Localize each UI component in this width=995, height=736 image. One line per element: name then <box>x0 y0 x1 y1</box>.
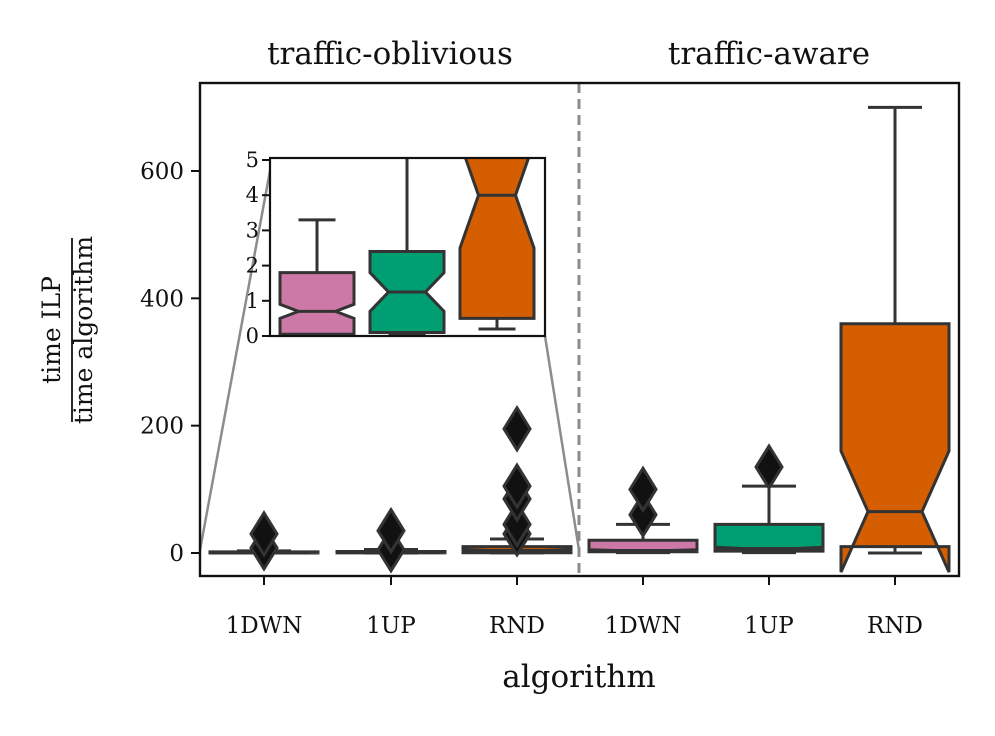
x-tick-label: 1DWN <box>226 613 303 639</box>
inset-box-rnd <box>458 158 536 331</box>
inset-y-tick-label: 2 <box>246 254 259 278</box>
y-axis-label-numerator: time ILP <box>37 276 66 384</box>
outlier-point <box>628 490 658 539</box>
box-body <box>713 522 825 553</box>
box-body <box>839 322 951 573</box>
x-tick-label: 1UP <box>366 613 416 639</box>
panel-title-traffic-aware: traffic-aware <box>668 36 870 72</box>
panel-title-traffic-oblivious: traffic-oblivious <box>267 36 513 72</box>
box-aware-1dwn <box>587 465 699 555</box>
outlier-point <box>628 465 658 514</box>
outlier-point <box>502 405 532 453</box>
y-tick-label: 0 <box>169 541 184 567</box>
x-tick-label: RND <box>867 613 923 639</box>
plot-area <box>208 105 951 574</box>
box-oblivious-1up <box>335 506 447 574</box>
x-axis-ticks: 1DWN 1UP RND 1DWN 1UP RND <box>226 576 923 639</box>
inset-y-tick-label: 1 <box>246 289 259 313</box>
inset-zoom-lines <box>198 159 581 551</box>
inset-zoom-line-left <box>198 159 274 551</box>
y-axis-ticks: 0 200 400 600 <box>140 159 200 567</box>
y-tick-label: 600 <box>140 159 184 185</box>
inset-y-tick-label: 0 <box>246 324 259 348</box>
inset-plot-area <box>278 158 536 336</box>
y-tick-label: 200 <box>140 414 184 440</box>
inset-frame <box>268 156 547 338</box>
inset-box-1up <box>368 158 446 336</box>
inset-y-tick-label: 4 <box>246 183 259 207</box>
outlier-point <box>249 510 279 558</box>
box-aware-rnd <box>839 105 951 573</box>
box-oblivious-rnd <box>461 405 573 558</box>
box-body <box>458 158 536 320</box>
outlier-point <box>754 443 784 491</box>
inset-zoom-line-right <box>543 335 581 551</box>
x-tick-label: 1DWN <box>605 613 682 639</box>
y-axis-label: time ILP time algorithm <box>37 236 98 425</box>
box-aware-1up <box>713 443 825 555</box>
inset-y-tick-label: 3 <box>246 218 259 242</box>
y-axis-label-denominator: time algorithm <box>69 236 98 425</box>
x-tick-label: 1UP <box>744 613 794 639</box>
plot-frame <box>198 81 961 578</box>
box-oblivious-1dwn <box>208 510 320 572</box>
outlier-point <box>502 462 532 510</box>
inset-y-tick-label: 5 <box>246 148 259 172</box>
box-body <box>278 271 356 336</box>
outlier-point <box>502 500 532 549</box>
y-tick-label: 400 <box>140 286 184 312</box>
box-body <box>587 538 699 554</box>
inset-y-axis-ticks: 0 1 2 3 4 5 <box>246 148 270 348</box>
x-axis-title: algorithm <box>502 659 655 695</box>
outlier-point <box>376 506 406 555</box>
x-tick-label: RND <box>489 613 545 639</box>
